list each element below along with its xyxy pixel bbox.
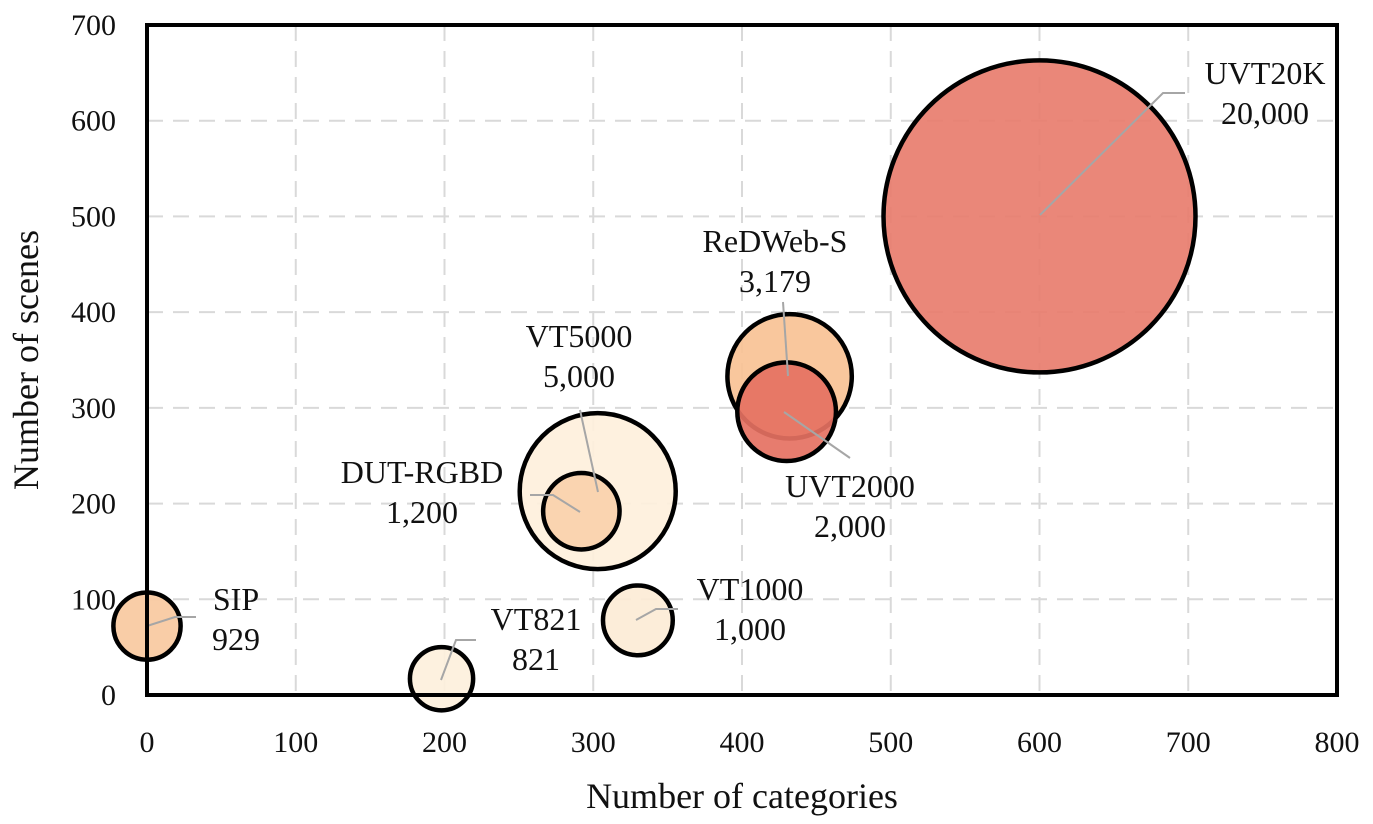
- bubble-name-uvt2000: UVT2000: [785, 468, 915, 504]
- bubble-name-redweb-s: ReDWeb-S: [703, 223, 848, 259]
- bubble-size-vt5000: 5,000: [543, 358, 615, 394]
- x-tick-label: 500: [868, 726, 913, 759]
- x-tick-label: 0: [140, 726, 155, 759]
- y-tick-label: 500: [71, 200, 116, 233]
- bubble-name-vt1000: VT1000: [697, 571, 804, 607]
- x-tick-label: 600: [1017, 726, 1062, 759]
- bubble-name-vt821: VT821: [491, 601, 582, 637]
- leader-dut-rgbd: [530, 494, 581, 513]
- leader-vt821: [440, 639, 476, 681]
- x-tick-label: 300: [571, 726, 616, 759]
- y-tick-label: 700: [71, 9, 116, 42]
- tick-labels: 0 100 200 300 400 500 600 700 800 0 100 200 300 400 50…: [71, 9, 1360, 759]
- bubble-size-uvt2000: 2,000: [814, 508, 886, 544]
- y-tick-label: 400: [71, 296, 116, 329]
- bubble-name-dut-rgbd: DUT-RGBD: [341, 454, 503, 490]
- y-tick-label: 300: [71, 392, 116, 425]
- bubble-size-dut-rgbd: 1,200: [386, 494, 458, 530]
- leader-uvt20k: [1039, 92, 1185, 216]
- y-tick-label: 600: [71, 105, 116, 138]
- bubble-size-redweb-s: 3,179: [739, 263, 811, 299]
- x-tick-label: 400: [720, 726, 765, 759]
- bubble-name-vt5000: VT5000: [526, 318, 633, 354]
- y-tick-label: 200: [71, 488, 116, 521]
- x-tick-label: 800: [1315, 726, 1360, 759]
- leader-redweb-s: [782, 301, 789, 377]
- x-tick-label: 200: [422, 726, 467, 759]
- bubble-name-uvt20k: UVT20K: [1205, 55, 1326, 91]
- bubble-labels: SIP 929 VT821 821 VT1000 1,000 VT5000 5,000 DUT-…: [212, 55, 1325, 677]
- y-tick-label: 100: [71, 583, 116, 616]
- x-tick-label: 700: [1166, 726, 1211, 759]
- bubble-uvt2000: [735, 360, 839, 464]
- y-axis-title: Number of scenes: [6, 230, 46, 490]
- leader-vt5000: [579, 409, 599, 493]
- bubble-size-vt1000: 1,000: [714, 611, 786, 647]
- leader-sip: [146, 616, 196, 627]
- x-axis-title: Number of categories: [586, 776, 898, 816]
- bubble-dut-rgbd: [540, 470, 622, 552]
- y-tick-label: 0: [101, 679, 116, 712]
- bubble-size-sip: 929: [212, 621, 260, 657]
- bubble-size-uvt20k: 20,000: [1221, 95, 1309, 131]
- leader-lines: [146, 92, 1185, 681]
- bubbles: [111, 58, 1198, 713]
- x-tick-label: 100: [273, 726, 318, 759]
- bubble-size-vt821: 821: [512, 641, 560, 677]
- leader-uvt2000: [783, 411, 851, 459]
- plot-frame: [145, 23, 1339, 697]
- bubble-vt1000: [600, 583, 676, 658]
- leader-vt1000: [635, 608, 678, 621]
- bubble-name-sip: SIP: [213, 581, 259, 617]
